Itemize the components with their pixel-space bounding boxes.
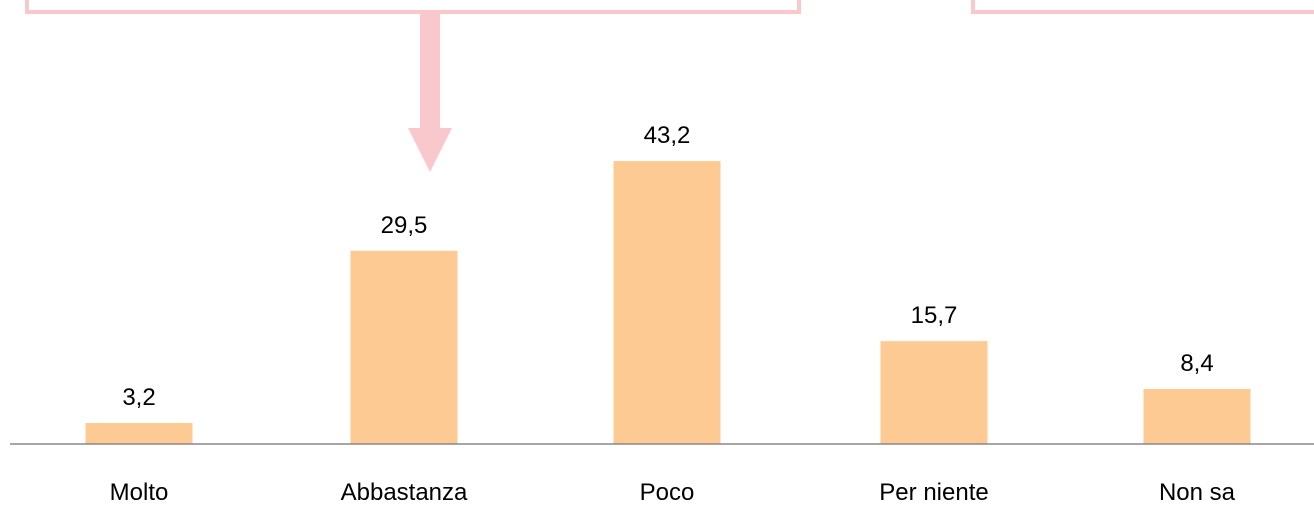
value-label: 3,2 xyxy=(122,384,155,411)
value-label: 15,7 xyxy=(911,302,958,329)
category-label: Abbastanza xyxy=(341,479,468,505)
bars-group xyxy=(85,161,1251,445)
category-label: Molto xyxy=(110,479,169,505)
category-label: Poco xyxy=(640,479,695,505)
bar-abbastanza xyxy=(350,250,458,444)
value-label: 8,4 xyxy=(1180,350,1213,377)
bar-non-sa xyxy=(1143,388,1251,444)
category-label: Per niente xyxy=(879,479,988,505)
labels-group: 3,2 Molto 29,5 Abbastanza 43,2 Poco 15,7 Per ni… xyxy=(110,122,1236,505)
category-label: Non sa xyxy=(1159,479,1236,505)
value-label: 43,2 xyxy=(644,122,691,149)
bar-poco xyxy=(613,161,721,445)
callout-box-right xyxy=(971,0,1314,14)
bar-per-niente xyxy=(880,341,988,444)
callout-box-left xyxy=(25,0,801,14)
value-label: 29,5 xyxy=(381,212,428,239)
bar-molto xyxy=(85,423,193,444)
callout-arrow xyxy=(408,12,452,172)
